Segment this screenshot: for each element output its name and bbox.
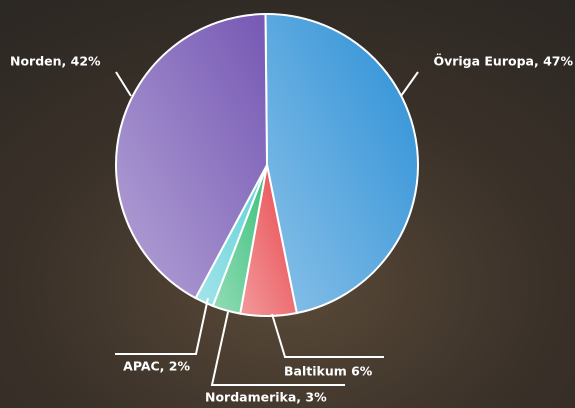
slice-label: APAC, 2% [123, 359, 190, 374]
slice-label: Övriga Europa, 47% [433, 54, 573, 69]
pie [116, 14, 418, 316]
slice-label: Nordamerika, 3% [205, 390, 327, 405]
slice-label: Baltikum 6% [284, 364, 373, 379]
slice-label: Norden, 42% [10, 54, 101, 69]
chart: Övriga Europa, 47% Baltikum 6% Nordamerika… [0, 0, 575, 408]
page: {"chart_data": {"type": "pie", "categori… [0, 0, 575, 408]
